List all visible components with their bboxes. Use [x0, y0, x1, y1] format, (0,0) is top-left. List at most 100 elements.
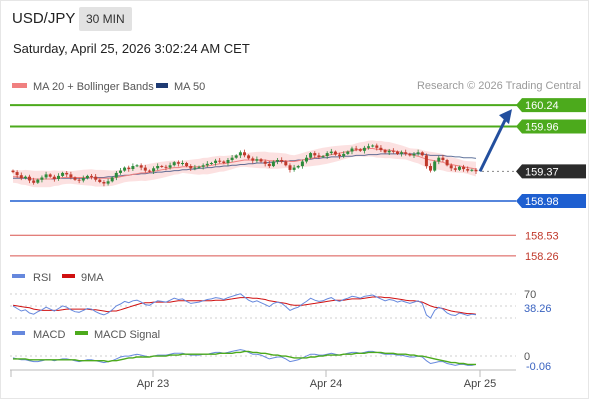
candle-body	[309, 153, 313, 158]
candle-body	[367, 146, 370, 148]
candle-body	[102, 182, 106, 184]
candle-body	[28, 176, 31, 181]
candle-body	[474, 169, 478, 172]
legend-ma50-label: MA 50	[174, 81, 205, 93]
candle-body	[396, 151, 399, 154]
candle-body	[23, 176, 27, 179]
candle-body	[143, 167, 147, 171]
candle-body	[251, 158, 255, 161]
candle-body	[15, 172, 19, 176]
rsi-current-value: 38.26	[524, 303, 552, 315]
candle-body	[325, 153, 329, 157]
macd-lines	[12, 349, 477, 366]
candle-body	[412, 153, 416, 156]
candle-body	[197, 166, 201, 168]
candle-body	[181, 163, 184, 164]
candle-body	[11, 170, 15, 173]
candle-body	[94, 176, 98, 180]
candle-body	[73, 177, 77, 180]
candle-body	[247, 155, 251, 159]
candle-body	[19, 175, 23, 179]
candle-body	[424, 155, 428, 167]
legend-ma20-label: MA 20 + Bollinger Bands	[33, 81, 154, 93]
level-label-1: 159.96	[525, 121, 559, 133]
x-tick-label-0: Apr 23	[137, 378, 169, 390]
candle-body	[288, 165, 292, 170]
symbol-title: USD/JPY	[12, 10, 76, 27]
candle-body	[135, 165, 139, 167]
candle-body	[329, 151, 333, 154]
rsi-line	[12, 293, 477, 319]
candle-body	[400, 152, 404, 154]
candle-body	[139, 165, 143, 168]
candle-body	[65, 172, 69, 175]
price-levels	[10, 104, 586, 257]
candle-body	[189, 166, 193, 169]
level-tag-2	[516, 164, 586, 179]
candle-body	[437, 157, 441, 162]
candle-body	[284, 161, 288, 166]
candle-body	[383, 150, 387, 153]
candle-body	[379, 147, 383, 151]
candle-body	[57, 175, 60, 179]
candle-body	[234, 155, 238, 158]
candle-body	[160, 166, 164, 167]
candlesticks	[11, 143, 478, 187]
level-label-4: 158.53	[525, 230, 559, 242]
candle-body	[317, 155, 321, 157]
candle-body	[350, 148, 354, 152]
candle-body	[85, 175, 89, 179]
candle-body	[296, 166, 300, 168]
candle-body	[441, 157, 445, 160]
candle-body	[77, 179, 81, 181]
candle-body	[226, 160, 230, 163]
candle-body	[44, 174, 48, 178]
candle-body	[238, 152, 242, 156]
candle-body	[81, 178, 85, 181]
candle-body	[466, 169, 470, 171]
legend-macd-signal-label: MACD Signal	[94, 329, 160, 341]
candle-body	[114, 172, 118, 178]
candle-body	[209, 163, 213, 164]
timestamp: Saturday, April 25, 2026 3:02:24 AM CET	[13, 41, 250, 56]
candle-body	[32, 180, 36, 183]
candle-body	[420, 152, 424, 156]
candle-body	[255, 159, 259, 161]
legend-rsi-swatch	[12, 274, 25, 278]
projection-arrow-head	[499, 109, 512, 125]
candle-body	[90, 175, 93, 177]
candle-body	[259, 159, 263, 162]
candle-body	[470, 169, 474, 171]
candle-body	[222, 161, 226, 163]
macd-signal-line	[13, 350, 476, 366]
candle-body	[218, 160, 222, 162]
candle-body	[98, 179, 102, 182]
candle-body	[300, 161, 304, 167]
candle-body	[292, 167, 296, 170]
legend-rsi-ma-swatch	[62, 274, 75, 278]
candle-body	[110, 177, 114, 182]
candle-body	[305, 157, 308, 162]
level-tag-3	[516, 194, 586, 209]
legend-macd-signal-swatch	[75, 331, 88, 335]
candle-body	[354, 148, 358, 150]
legend-macd-label: MACD	[33, 329, 65, 341]
legend-ma20-swatch	[12, 83, 27, 88]
candle-body	[176, 162, 180, 164]
rsi-lines	[12, 293, 477, 319]
candle-body	[346, 151, 350, 154]
candle-body	[119, 170, 122, 173]
candle-body	[453, 168, 457, 170]
level-label-0: 160.24	[525, 100, 559, 112]
candle-body	[48, 174, 52, 177]
candle-body	[449, 165, 453, 169]
candle-body	[276, 160, 280, 162]
candle-body	[362, 147, 366, 151]
macd-current-value: -0.06	[526, 361, 551, 373]
macd-level-zero: 0	[524, 351, 530, 363]
candle-body	[391, 150, 395, 152]
timeframe-badge[interactable]: 30 MIN	[79, 7, 132, 31]
candle-body	[123, 167, 127, 171]
candle-body	[164, 166, 168, 168]
